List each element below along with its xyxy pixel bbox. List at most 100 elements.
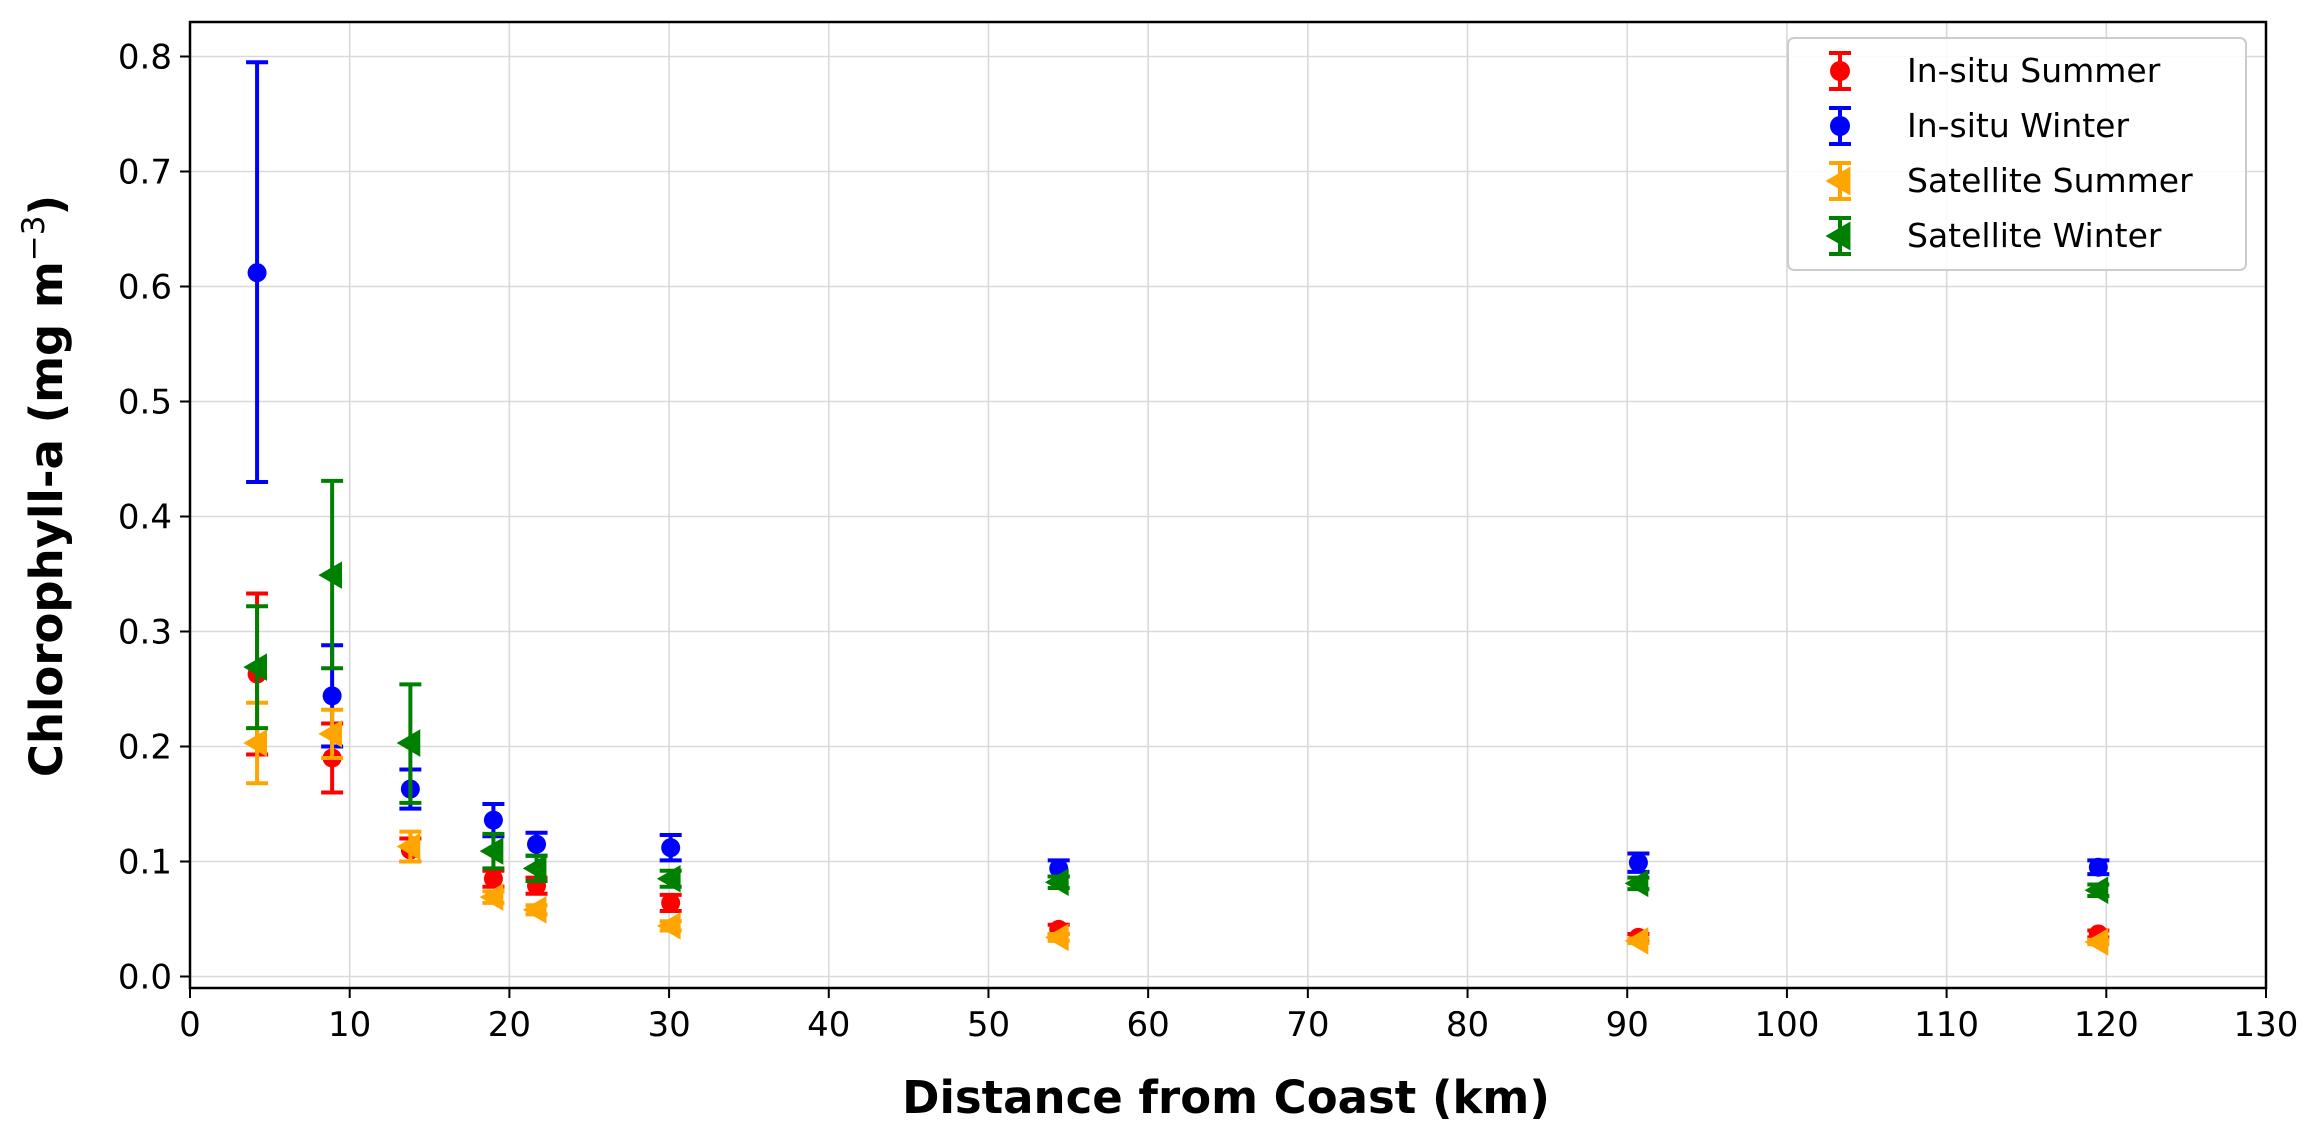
x-tick-label: 70 [1286, 1005, 1329, 1045]
point-marker [1624, 927, 1649, 955]
y-tick-label: 0.2 [118, 728, 172, 768]
x-axis-ticks: 0 10 20 30 40 50 60 70 80 90 100 110 120 130 [179, 988, 2298, 1045]
point-marker [522, 854, 547, 883]
point-marker [661, 893, 681, 913]
data-point [2084, 876, 2110, 905]
legend-label: Satellite Winter [1907, 216, 2162, 255]
point-marker [318, 561, 343, 589]
data-point [1044, 923, 1070, 952]
point-marker [322, 686, 342, 706]
legend-label: Satellite Summer [1907, 161, 2193, 200]
x-tick-label: 50 [967, 1005, 1010, 1045]
legend-item: In-situ Winter [1829, 106, 2129, 146]
x-tick-label: 10 [328, 1005, 371, 1045]
legend-item: Satellite Winter [1825, 216, 2162, 256]
plot-frame [188, 20, 2268, 990]
series-layer [243, 60, 2110, 956]
legend: In-situ Summer In-situ Winter Satellite Su… [1787, 37, 2247, 271]
data-point [482, 868, 505, 889]
y-tick-label: 0.3 [118, 613, 172, 653]
data-point [522, 853, 548, 884]
x-tick-label: 20 [488, 1005, 531, 1045]
x-tick-label: 120 [2074, 1005, 2139, 1045]
legend-label: In-situ Winter [1907, 106, 2129, 145]
x-tick-label: 110 [1914, 1005, 1979, 1045]
point-marker [479, 837, 504, 865]
point-marker [396, 729, 421, 757]
point-marker [2084, 876, 2109, 905]
data-point [479, 831, 505, 871]
data-point [656, 864, 682, 893]
series-satellite-summer [243, 700, 2110, 956]
point-marker [1830, 116, 1850, 136]
point-marker [318, 720, 343, 748]
x-axis-label: Distance from Coast (km) [902, 1071, 1550, 1124]
y-axis-label: Chlorophyll-a (mg m−3) [16, 195, 73, 777]
legend-items: In-situ Summer In-situ Winter Satellite Su… [1825, 51, 2193, 256]
y-axis-label-exponent: −3 [16, 216, 52, 262]
x-tick-label: 40 [807, 1005, 850, 1045]
data-point [318, 478, 344, 671]
data-point [1627, 851, 1650, 874]
x-tick-label: 30 [647, 1005, 690, 1045]
x-tick-label: 130 [2234, 1005, 2299, 1045]
data-point [659, 892, 682, 913]
point-marker [527, 834, 547, 854]
point-marker [1044, 923, 1069, 952]
point-marker [661, 838, 681, 858]
point-marker [522, 896, 547, 924]
grid [189, 22, 2267, 988]
point-marker [483, 869, 503, 889]
data-point [243, 604, 269, 731]
data-point [396, 682, 422, 805]
point-marker [1825, 166, 1851, 196]
x-tick-label: 90 [1606, 1005, 1649, 1045]
y-tick-label: 0.0 [118, 958, 172, 998]
series-satellite-winter [243, 478, 2110, 905]
point-marker [243, 653, 267, 681]
data-point [1624, 927, 1650, 955]
x-tick-label: 60 [1127, 1005, 1170, 1045]
point-marker [2088, 857, 2108, 877]
y-tick-label: 0.4 [118, 498, 172, 538]
data-point [2084, 928, 2110, 956]
data-point [246, 60, 269, 484]
point-marker [479, 883, 504, 911]
data-point [318, 707, 344, 760]
series-in-situ-winter [246, 60, 2110, 879]
point-marker [1830, 61, 1850, 81]
point-marker [396, 832, 421, 861]
x-tick-label: 80 [1446, 1005, 1489, 1045]
y-axis-label-main: Chlorophyll-a (mg m [20, 261, 73, 777]
data-point [656, 912, 682, 940]
data-point [2087, 857, 2110, 877]
y-axis-label-close: ) [20, 195, 73, 216]
data-point [1624, 869, 1650, 898]
y-axis-ticks: 0.0 0.1 0.2 0.3 0.4 0.5 0.6 0.7 0.8 [118, 38, 190, 998]
x-tick-label: 0 [179, 1005, 201, 1045]
y-tick-label: 0.8 [118, 38, 172, 78]
data-point [659, 833, 682, 863]
legend-box [1787, 37, 2247, 271]
x-tick-label: 100 [1754, 1005, 1819, 1045]
y-tick-label: 0.1 [118, 843, 172, 883]
y-tick-label: 0.5 [118, 383, 172, 423]
legend-item: Satellite Summer [1825, 161, 2193, 201]
point-marker [2084, 928, 2109, 956]
point-marker [243, 729, 267, 757]
data-point [522, 896, 548, 924]
y-tick-label: 0.6 [118, 268, 172, 308]
point-marker [656, 864, 681, 893]
point-marker [1624, 869, 1649, 898]
point-marker [247, 263, 267, 283]
y-tick-label: 0.7 [118, 153, 172, 193]
legend-item: In-situ Summer [1829, 51, 2161, 91]
point-marker [656, 912, 681, 940]
point-marker [1044, 868, 1069, 896]
point-marker [1825, 221, 1851, 251]
data-point [396, 829, 422, 864]
point-marker [1628, 853, 1648, 873]
legend-label: In-situ Summer [1907, 51, 2161, 90]
point-marker [483, 810, 503, 830]
